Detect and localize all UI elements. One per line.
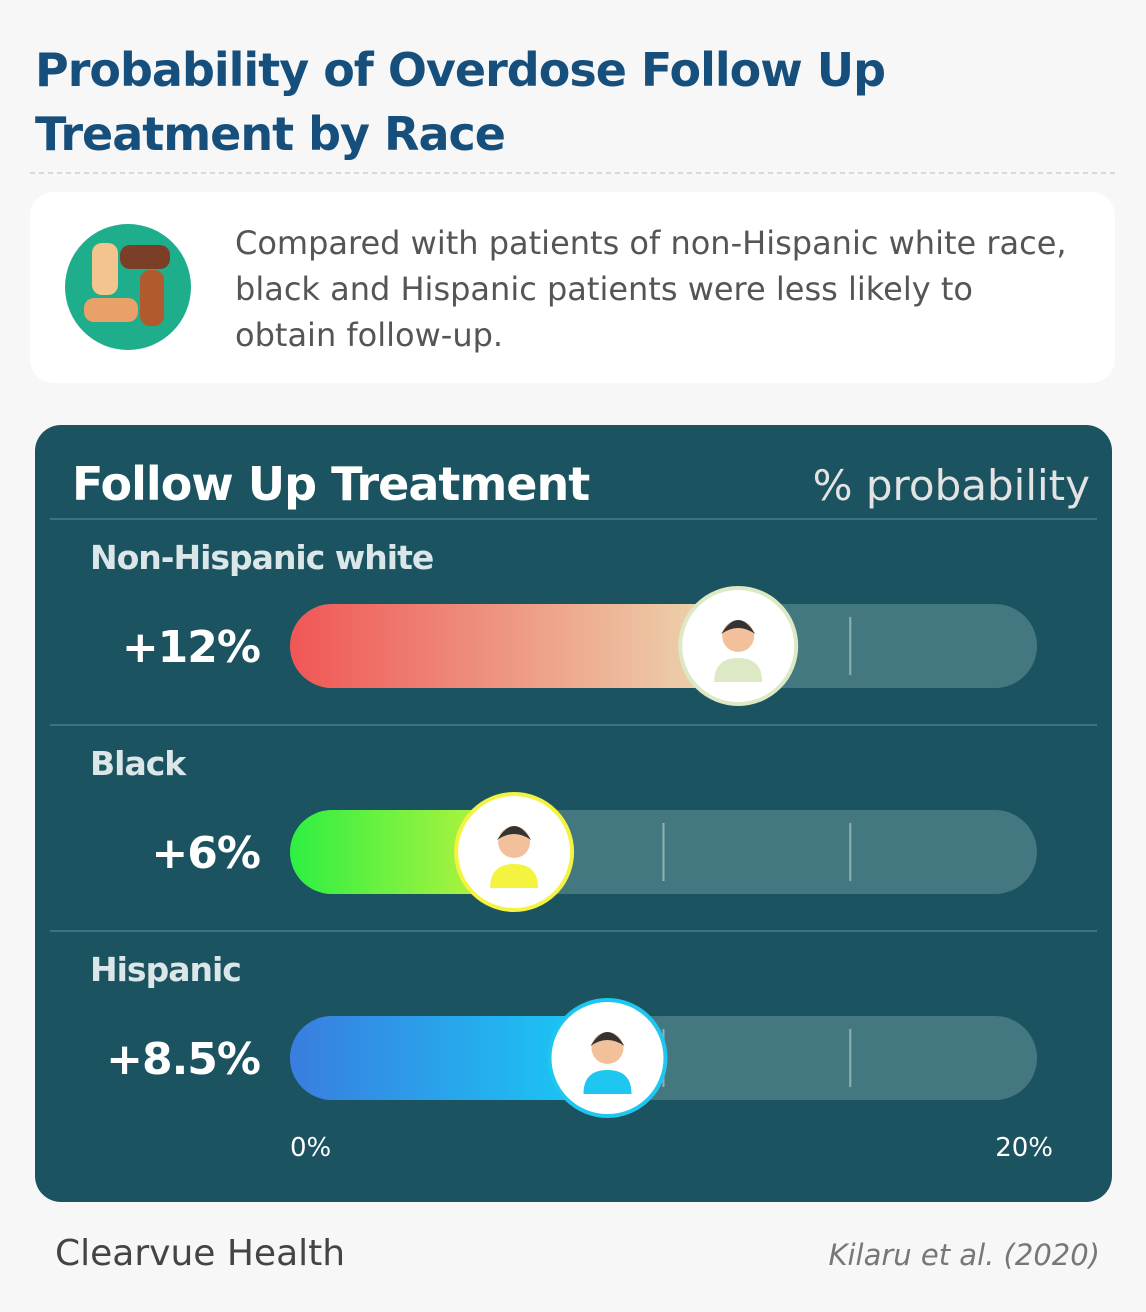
- brand: Clearvue Health: [55, 1233, 345, 1274]
- summary-text: Compared with patients of non-Hispanic w…: [235, 224, 1067, 354]
- chart-subtitle: % probability: [813, 461, 1090, 510]
- category-label: Black: [90, 744, 187, 783]
- avatar-hair: [590, 1032, 625, 1046]
- x-tick-label: 20%: [995, 1133, 1053, 1163]
- summary-card: [30, 192, 1115, 383]
- value-label: +6%: [151, 828, 260, 879]
- value-label: +12%: [122, 622, 260, 673]
- bar: [290, 604, 739, 688]
- x-tick-label: 0%: [290, 1133, 331, 1163]
- category-label: Non-Hispanic white: [90, 538, 433, 577]
- avatar-hair: [497, 826, 532, 840]
- avatar-hair: [721, 620, 756, 634]
- page-title: Probability of Overdose Follow Up Treatm…: [35, 43, 886, 161]
- avatar-body: [714, 658, 763, 682]
- chart-title: Follow Up Treatment: [72, 457, 589, 511]
- category-label: Hispanic: [90, 950, 241, 989]
- value-label: +8.5%: [106, 1034, 260, 1085]
- avatar-body: [490, 864, 539, 888]
- bar: [290, 1016, 608, 1100]
- source: Kilaru et al. (2020): [828, 1238, 1100, 1272]
- avatar-body: [583, 1070, 632, 1094]
- hands-icon: [65, 224, 191, 350]
